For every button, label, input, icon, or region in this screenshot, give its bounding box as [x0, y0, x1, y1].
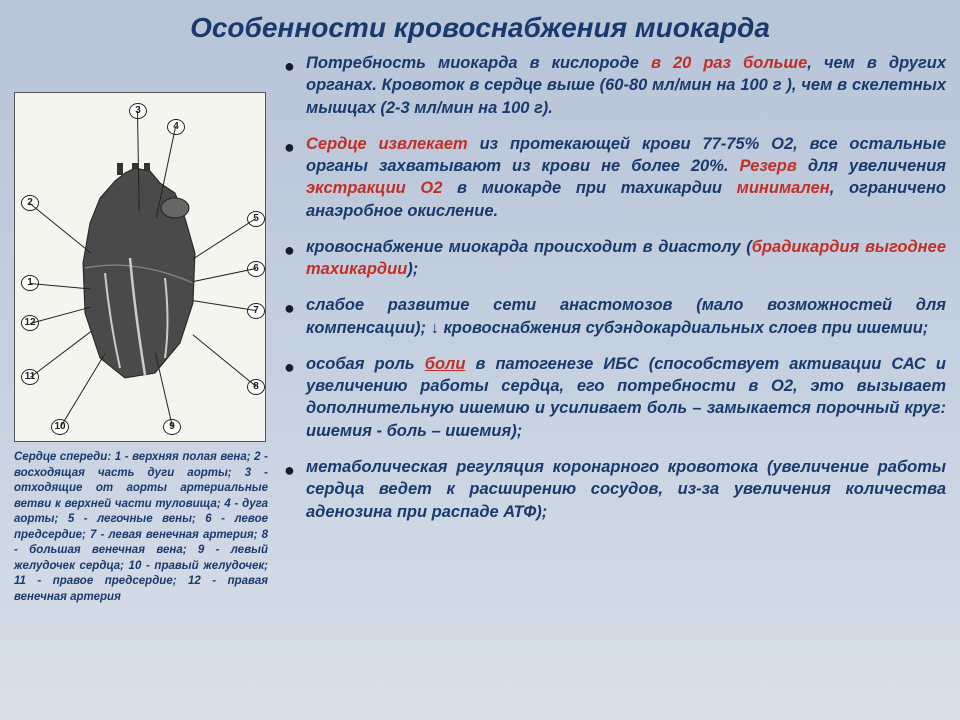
highlight: боли — [425, 355, 466, 373]
figure-label-4: 4 — [167, 119, 185, 135]
bullet-2: Сердце извлекает из протекающей крови 77… — [284, 133, 946, 222]
bullet-5: особая роль боли в патогенезе ИБС (спосо… — [284, 353, 946, 442]
figure-caption: Сердце спереди: 1 - верхняя полая вена; … — [14, 450, 274, 605]
heart-drawing — [65, 163, 215, 383]
bullet-4: слабое развитие сети анастомозов (мало в… — [284, 294, 946, 339]
figure-label-7: 7 — [247, 303, 265, 319]
bullet-6: метаболическая регуляция коронарного кро… — [284, 456, 946, 523]
bullet-1: Потребность миокарда в кислороде в 20 ра… — [284, 52, 946, 119]
slide-body: 123456789101112 Сердце спереди: 1 - верх… — [0, 52, 960, 605]
figure-label-5: 5 — [247, 211, 265, 227]
slide-title: Особенности кровоснабжения миокарда — [0, 0, 960, 52]
text: Потребность миокарда в кислороде — [306, 54, 651, 72]
highlight: Сердце извлекает — [306, 135, 468, 153]
left-column: 123456789101112 Сердце спереди: 1 - верх… — [14, 52, 274, 605]
bullet-list: Потребность миокарда в кислороде в 20 ра… — [284, 52, 946, 523]
highlight: минимален — [737, 179, 830, 197]
text: для увеличения — [797, 157, 946, 175]
heart-diagram: 123456789101112 — [14, 92, 266, 442]
highlight: экстракции О2 — [306, 179, 442, 197]
text: кровоснабжение миокарда происходит в диа… — [306, 238, 752, 256]
text: ); — [407, 260, 418, 278]
bullet-3: кровоснабжение миокарда происходит в диа… — [284, 236, 946, 281]
right-column: Потребность миокарда в кислороде в 20 ра… — [274, 52, 946, 605]
text: особая роль — [306, 355, 425, 373]
figure-label-9: 9 — [163, 419, 181, 435]
highlight: Резерв — [739, 157, 796, 175]
highlight: в 20 раз больше — [651, 54, 807, 72]
text: в миокарде при тахикардии — [442, 179, 736, 197]
text: слабое развитие сети анастомозов (мало в… — [306, 296, 946, 336]
text: метаболическая регуляция коронарного кро… — [306, 458, 946, 521]
